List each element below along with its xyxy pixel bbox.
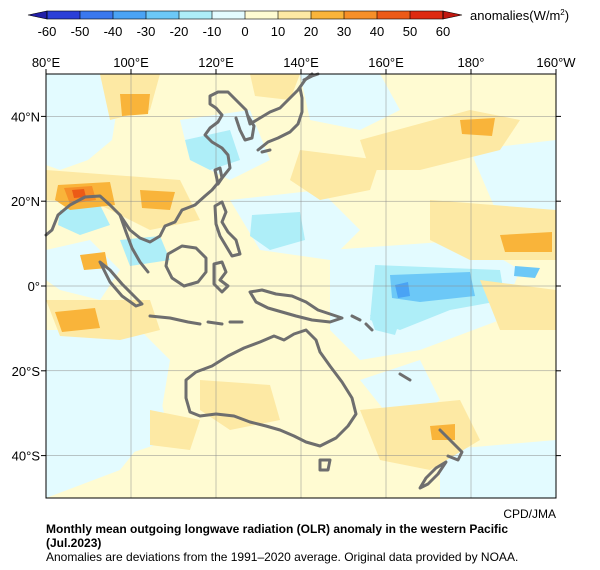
korea-coastline bbox=[234, 114, 256, 142]
latitude-labels: 40°N 20°N 0° 20°S 40°S bbox=[11, 109, 40, 463]
latitude-label: 40°S bbox=[12, 449, 41, 464]
colorbar-right-arrow bbox=[442, 10, 463, 20]
colorbar-unit-label: anomalies(W/m2) bbox=[470, 8, 569, 23]
colorbar-tick-label: 0 bbox=[241, 24, 248, 39]
colorbar-cell bbox=[278, 11, 311, 19]
caption-title: Monthly mean outgoing longwave radiation… bbox=[46, 522, 509, 536]
tasmania-coastline bbox=[318, 458, 332, 472]
colorbar-cell bbox=[245, 11, 278, 19]
longitude-label: 100°E bbox=[113, 55, 149, 70]
latitude-label: 0° bbox=[28, 279, 40, 294]
new-caledonia-coastline bbox=[398, 372, 412, 382]
colorbar-cell bbox=[377, 11, 410, 19]
longitude-label: 80°E bbox=[32, 55, 61, 70]
colorbar-left-arrow bbox=[27, 10, 48, 20]
colorbar-tick-label: 50 bbox=[403, 24, 417, 39]
australia-coastline bbox=[184, 328, 358, 448]
colorbar-tick-label: -30 bbox=[137, 24, 156, 39]
colorbar: -60 -50 -40 -30 -20 -10 0 10 20 30 40 50 60 anomalie… bbox=[27, 8, 569, 39]
latitude-label: 40°N bbox=[11, 109, 40, 124]
caption-date: (Jul.2023) bbox=[46, 536, 102, 550]
taiwan-coastline bbox=[213, 166, 224, 186]
sumatra-coastline bbox=[98, 260, 144, 308]
coastlines bbox=[44, 72, 464, 490]
java-coastline bbox=[148, 314, 202, 326]
colorbar-cell bbox=[113, 11, 146, 19]
lesser-sundas-coastline bbox=[206, 320, 244, 326]
anomaly-shading bbox=[46, 74, 556, 498]
new-guinea-coastline bbox=[248, 288, 344, 324]
colorbar-cell bbox=[47, 11, 80, 19]
japan-coastline bbox=[256, 72, 320, 154]
colorbar-cell bbox=[344, 11, 377, 19]
colorbar-tick-label: -20 bbox=[170, 24, 189, 39]
colorbar-tick-label: -60 bbox=[38, 24, 57, 39]
sulawesi-coastline bbox=[212, 260, 230, 294]
borneo-coastline bbox=[164, 244, 208, 288]
axis-ticks bbox=[41, 69, 561, 457]
credit-label: CPD/JMA bbox=[503, 507, 556, 521]
colorbar-tick-label: -50 bbox=[71, 24, 90, 39]
caption-note: Anomalies are deviations from the 1991–2… bbox=[46, 550, 519, 564]
colorbar-tick-label: -40 bbox=[104, 24, 123, 39]
solomon-islands-coastline bbox=[350, 314, 374, 332]
colorbar-cell bbox=[311, 11, 344, 19]
colorbar-tick-label: 30 bbox=[337, 24, 351, 39]
latitude-label: 20°S bbox=[12, 364, 41, 379]
map-panel: 80°E 100°E 120°E 140°E 160°E 180° 160°W 40°N 20… bbox=[11, 55, 576, 499]
colorbar-tick-label: 10 bbox=[271, 24, 285, 39]
colorbar-cell bbox=[80, 11, 113, 19]
new-zealand-coastline bbox=[418, 428, 464, 490]
colorbar-cells bbox=[47, 11, 443, 19]
colorbar-cell bbox=[212, 11, 245, 19]
longitude-label: 120°E bbox=[198, 55, 234, 70]
colorbar-tick-label: 20 bbox=[304, 24, 318, 39]
colorbar-cell bbox=[179, 11, 212, 19]
malay-peninsula-coastline bbox=[118, 213, 150, 274]
colorbar-cell bbox=[146, 11, 179, 19]
colorbar-tick-labels: -60 -50 -40 -30 -20 -10 0 10 20 30 40 50 60 bbox=[38, 11, 450, 39]
colorbar-tick-label: -10 bbox=[203, 24, 222, 39]
colorbar-tick-label: 40 bbox=[370, 24, 384, 39]
latitude-label: 20°N bbox=[11, 194, 40, 209]
longitude-label: 160°W bbox=[536, 55, 576, 70]
longitude-label: 180° bbox=[458, 55, 485, 70]
longitude-label: 140°E bbox=[283, 55, 319, 70]
colorbar-tick-label: 60 bbox=[436, 24, 450, 39]
longitude-label: 160°E bbox=[368, 55, 404, 70]
philippines-coastline bbox=[213, 200, 242, 258]
colorbar-cell bbox=[410, 11, 443, 19]
longitude-labels: 80°E 100°E 120°E 140°E 160°E 180° 160°W bbox=[32, 55, 576, 70]
